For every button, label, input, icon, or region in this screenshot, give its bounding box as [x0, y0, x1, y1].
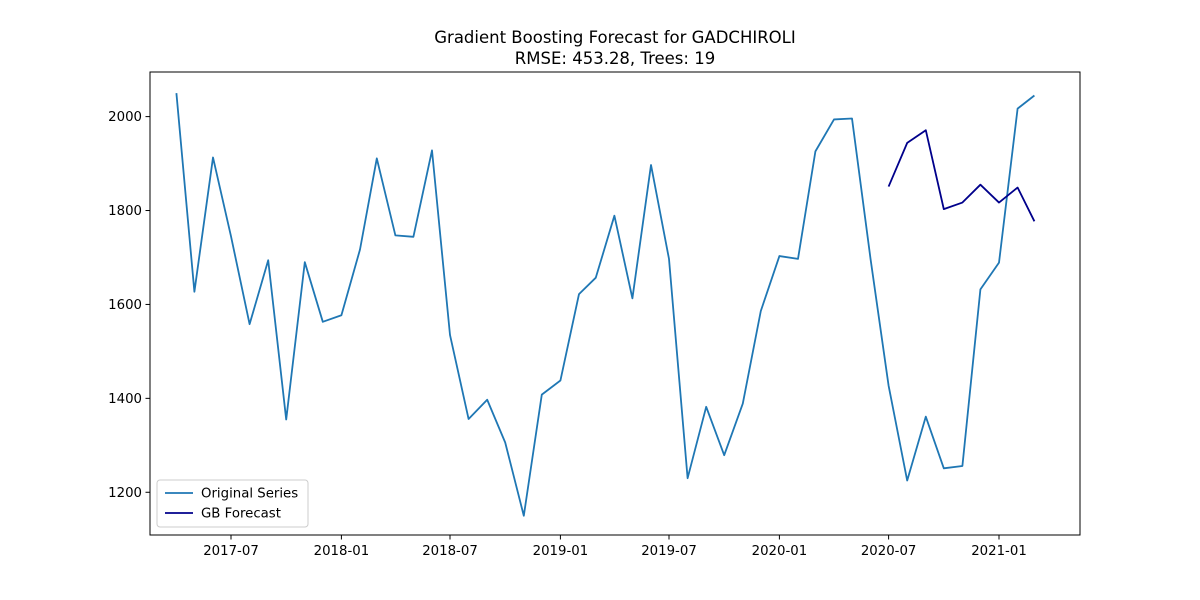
data-point-0-35 — [814, 150, 817, 153]
data-point-0-8 — [321, 320, 324, 323]
x-tick-label-6: 2020-07 — [861, 544, 917, 559]
y-tick-label-0: 1200 — [108, 486, 142, 501]
data-point-0-36 — [833, 118, 836, 121]
y-tick-label-3: 1800 — [108, 204, 142, 219]
data-point-1-4 — [961, 201, 964, 204]
data-point-1-1 — [906, 141, 909, 144]
data-point-0-38 — [869, 258, 872, 261]
legend: Original Series GB Forecast — [156, 479, 309, 528]
legend-label-0: Original Series — [201, 487, 298, 502]
x-tick-label-7: 2021-01 — [971, 544, 1027, 559]
data-point-1-2 — [924, 129, 927, 132]
data-point-0-17 — [486, 398, 489, 401]
data-point-1-8 — [1033, 220, 1036, 223]
data-point-0-26 — [650, 163, 653, 166]
data-point-0-39 — [887, 384, 890, 387]
data-point-0-40 — [906, 479, 909, 482]
data-point-0-1 — [193, 290, 196, 293]
data-point-0-21 — [559, 379, 562, 382]
legend-label-1: GB Forecast — [201, 507, 281, 522]
data-point-0-12 — [394, 234, 397, 237]
data-point-0-43 — [961, 464, 964, 467]
data-point-0-31 — [741, 402, 744, 405]
axis-layer: 2017-07 2018-01 2018-07 2019-01 2019-07 2020-… — [108, 110, 1027, 559]
data-point-0-6 — [285, 418, 288, 421]
data-point-0-42 — [942, 467, 945, 470]
data-point-0-37 — [851, 117, 854, 120]
data-point-0-30 — [723, 454, 726, 457]
chart-subtitle: RMSE: 453.28, Trees: 19 — [515, 49, 715, 68]
data-point-0-18 — [504, 441, 507, 444]
data-point-0-19 — [522, 514, 525, 517]
data-point-0-24 — [613, 214, 616, 217]
data-point-1-0 — [887, 185, 890, 188]
data-point-0-25 — [631, 297, 634, 300]
data-point-0-9 — [340, 314, 343, 317]
x-tick-label-2: 2018-07 — [422, 544, 478, 559]
data-point-0-3 — [230, 235, 233, 238]
x-tick-label-5: 2020-01 — [752, 544, 808, 559]
data-point-0-22 — [578, 293, 581, 296]
y-tick-label-2: 1600 — [108, 298, 142, 313]
data-point-1-3 — [942, 208, 945, 211]
x-tick-label-0: 2017-07 — [203, 544, 259, 559]
data-point-0-44 — [979, 288, 982, 291]
data-point-0-46 — [1016, 107, 1019, 110]
y-tick-label-4: 2000 — [108, 110, 142, 125]
series-line-0 — [175, 93, 1035, 517]
x-tick-label-1: 2018-01 — [314, 544, 370, 559]
data-point-0-16 — [467, 418, 470, 421]
data-point-0-14 — [431, 149, 434, 152]
data-point-0-23 — [594, 276, 597, 279]
data-point-0-33 — [778, 255, 781, 258]
plot-frame — [149, 71, 1081, 536]
plot-layer — [175, 92, 1036, 517]
series-line-1 — [887, 129, 1036, 222]
data-point-0-13 — [412, 235, 415, 238]
data-point-1-5 — [979, 183, 982, 186]
data-point-1-7 — [1016, 186, 1019, 189]
data-point-1-6 — [998, 201, 1001, 204]
data-point-0-4 — [248, 323, 251, 326]
data-point-0-47 — [1033, 94, 1036, 97]
data-point-0-10 — [359, 248, 362, 251]
data-point-0-11 — [375, 157, 378, 160]
data-point-0-7 — [303, 261, 306, 264]
data-point-0-28 — [686, 477, 689, 480]
data-point-0-45 — [998, 261, 1001, 264]
legend-frame — [156, 479, 309, 528]
data-point-0-41 — [924, 415, 927, 418]
data-point-0-32 — [759, 310, 762, 313]
x-tick-label-3: 2019-01 — [533, 544, 589, 559]
data-point-0-34 — [797, 257, 800, 260]
y-tick-label-1: 1400 — [108, 392, 142, 407]
data-point-0-15 — [449, 333, 452, 336]
data-point-0-27 — [668, 257, 671, 260]
x-tick-label-4: 2019-07 — [641, 544, 697, 559]
data-point-0-2 — [212, 156, 215, 159]
data-point-0-0 — [175, 92, 178, 95]
data-point-0-29 — [705, 405, 708, 408]
data-point-0-5 — [267, 259, 270, 262]
data-point-0-20 — [540, 393, 543, 396]
chart-title: Gradient Boosting Forecast for GADCHIROL… — [434, 28, 795, 47]
